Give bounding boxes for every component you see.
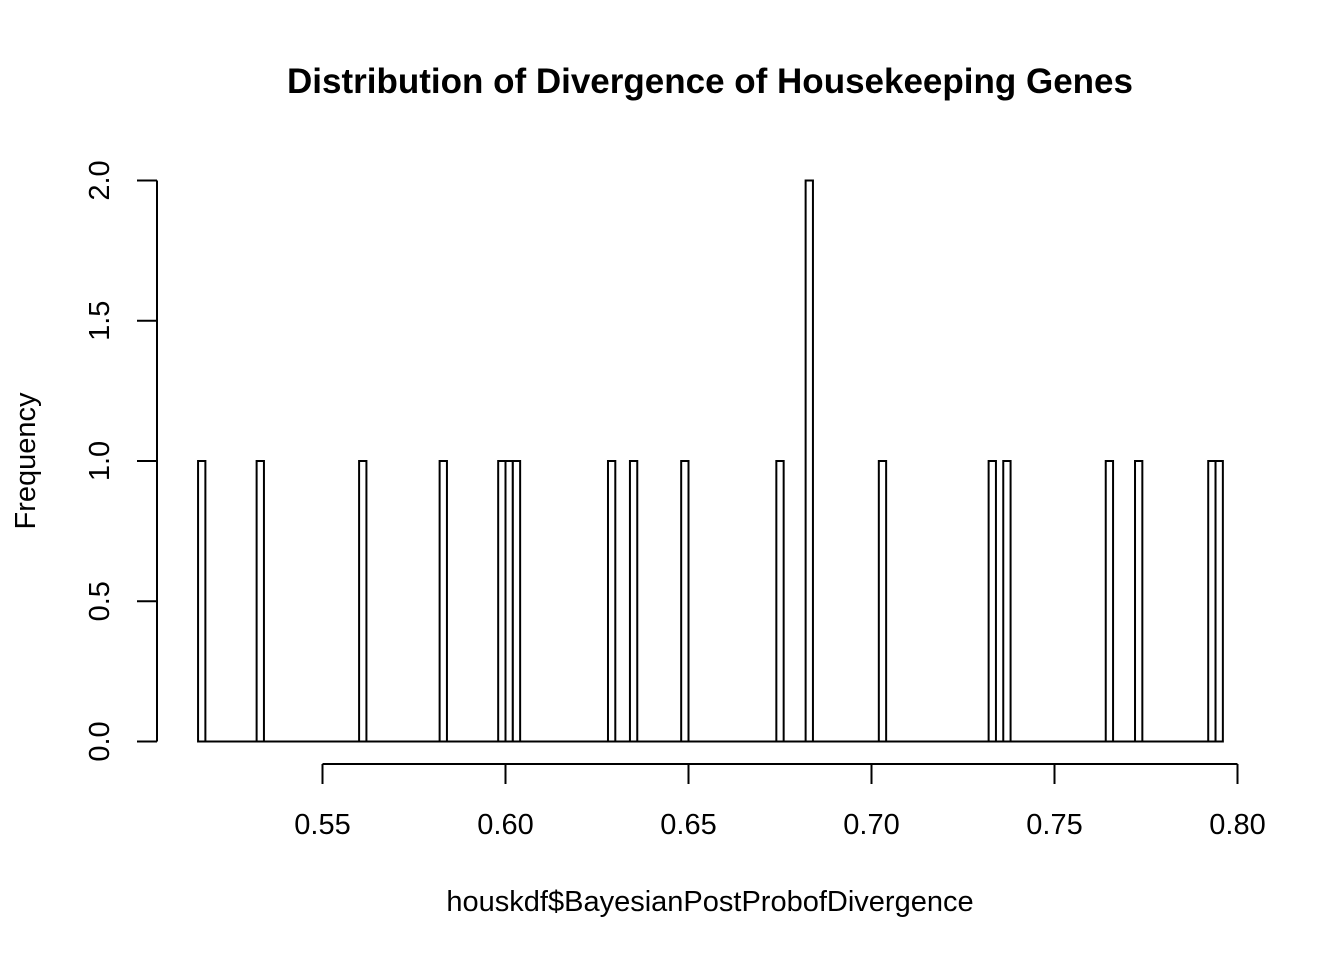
y-axis-label: Frequency — [10, 392, 42, 530]
histogram-bar-4 — [497, 460, 507, 743]
y-axis: 0.0 0.5 1.0 1.5 2.0 — [84, 160, 158, 762]
histogram-bar-7 — [606, 460, 617, 743]
histogram-bar-8 — [628, 460, 639, 743]
histogram-bar-17 — [1207, 460, 1217, 743]
x-tick-label: 0.70 — [843, 809, 899, 841]
histogram-bar-16 — [1134, 460, 1144, 743]
histogram-bar-13 — [987, 460, 997, 743]
histogram-bar-2 — [358, 460, 368, 743]
histogram-bar-6 — [511, 460, 522, 743]
y-tick-label: 1.5 — [84, 301, 116, 341]
y-tick-label: 0.0 — [84, 721, 116, 761]
x-axis: 0.55 0.60 0.65 0.70 0.75 0.80 — [294, 763, 1266, 841]
x-axis-label: houskdf$BayesianPostProbofDivergence — [446, 886, 973, 918]
histogram-bar-14 — [1002, 460, 1012, 743]
y-tick-label: 2.0 — [84, 160, 116, 200]
x-tick-label: 0.65 — [660, 809, 716, 841]
chart-title: Distribution of Divergence of Housekeepi… — [287, 62, 1133, 101]
x-tick-label: 0.60 — [477, 809, 533, 841]
histogram-bar-1 — [255, 460, 265, 743]
histogram-bar-11 — [804, 179, 814, 743]
histogram-bar-15 — [1104, 460, 1115, 743]
bars-group — [197, 179, 1224, 743]
y-tick-label: 0.5 — [84, 581, 116, 621]
histogram-bar-18 — [1214, 460, 1224, 743]
histogram-bar-3 — [438, 460, 448, 743]
histogram-bar-9 — [680, 460, 690, 743]
x-tick-label: 0.80 — [1209, 809, 1265, 841]
x-tick-label: 0.55 — [294, 809, 350, 841]
histogram-bar-12 — [877, 460, 888, 743]
y-tick-label: 1.0 — [84, 441, 116, 481]
x-tick-label: 0.75 — [1026, 809, 1082, 841]
histogram-bar-5 — [504, 460, 514, 743]
histogram-bar-0 — [197, 460, 207, 743]
histogram-bar-10 — [775, 460, 785, 743]
